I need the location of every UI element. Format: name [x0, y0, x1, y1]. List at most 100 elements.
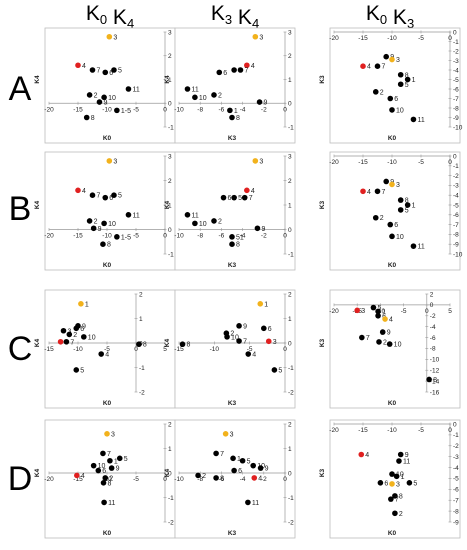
- y-tick-label: -6: [430, 335, 436, 342]
- x-tick-label: -15: [358, 427, 368, 434]
- row-label-d: D: [8, 460, 33, 498]
- x-tick-label: -20: [329, 35, 339, 42]
- data-point-2: [211, 92, 217, 98]
- data-label-2: 2: [73, 332, 77, 339]
- data-label-6: 6: [109, 195, 113, 202]
- data-label-3: 3: [273, 339, 277, 346]
- data-point-6: [220, 194, 227, 201]
- data-label-51: 51: [236, 234, 244, 241]
- data-point-2: [211, 218, 217, 224]
- data-label-5: 5: [247, 458, 251, 465]
- data-label-6: 6: [394, 222, 398, 229]
- data-label-10: 10: [199, 221, 207, 228]
- y-tick-label: -3: [453, 183, 459, 190]
- x-axis-title: K0: [103, 262, 112, 269]
- x-tick-label: -5: [133, 106, 139, 113]
- data-point-3: [252, 158, 259, 164]
- data-label-6: 6: [80, 326, 84, 333]
- data-label-11: 11: [417, 117, 424, 124]
- y-tick-label: -1: [288, 124, 294, 131]
- x-axis-title: K0: [388, 400, 397, 407]
- data-point-8: [392, 493, 398, 499]
- y-tick-label: 2: [430, 291, 434, 298]
- y-tick-label: -1: [168, 124, 174, 131]
- y-axis-title: K3: [319, 338, 326, 347]
- data-label-7: 7: [70, 339, 74, 346]
- x-axis-title: K3: [228, 400, 237, 407]
- data-point-8: [397, 71, 404, 78]
- y-tick-label: -7: [453, 498, 459, 505]
- x-axis-title: K0: [388, 262, 397, 269]
- y-tick-label: -2: [288, 389, 294, 396]
- x-tick-label: -6: [219, 476, 225, 483]
- data-label-11: 11: [132, 87, 139, 94]
- y-axis-title: K4: [34, 338, 41, 347]
- data-point-6: [73, 325, 80, 332]
- data-point-10: [101, 220, 107, 227]
- data-label-8: 8: [236, 242, 240, 249]
- data-point-6: [95, 467, 102, 474]
- y-tick-label: -2: [453, 443, 459, 450]
- data-point-5: [231, 194, 237, 201]
- data-point-9: [257, 465, 264, 471]
- panel-frame: [329, 27, 461, 144]
- data-label-1: 1: [114, 458, 118, 465]
- y-tick-label: -4: [453, 67, 459, 74]
- data-point-4: [251, 475, 258, 481]
- y-axis-title: K4: [34, 468, 41, 477]
- data-label-7: 7: [244, 68, 248, 75]
- y-tick-label: -1: [453, 39, 459, 46]
- x-axis-title: K0: [103, 135, 112, 142]
- data-label-8: 8: [91, 115, 95, 122]
- data-point-11: [184, 86, 191, 92]
- panel-frame: [44, 151, 176, 271]
- data-point-5: [397, 207, 404, 213]
- data-label-6: 6: [268, 326, 272, 333]
- x-tick-label: -15: [174, 346, 184, 353]
- data-label-2: 2: [383, 339, 387, 346]
- y-tick-label: -8: [453, 105, 459, 112]
- y-tick-label: 2: [288, 178, 292, 185]
- data-label-4: 4: [105, 352, 109, 359]
- data-point-1: [404, 202, 411, 208]
- y-axis-title: K4: [34, 75, 41, 84]
- data-label-6: 6: [223, 70, 227, 77]
- y-tick-label: -9: [453, 115, 459, 122]
- data-point-4: [360, 63, 366, 69]
- x-tick-label: -5: [133, 476, 139, 483]
- panel-c-2: -20-15-10-505-16-14-12-10-8-6-4-202K0K33…: [319, 289, 461, 409]
- panel-d-1: -10-8-6-4-20-2-1012K3K43715109628411: [164, 419, 296, 539]
- y-tick-label: 3: [288, 29, 292, 36]
- data-label-1: 1: [264, 301, 268, 308]
- row-label-a: A: [9, 70, 32, 108]
- data-label-1-5: 1-5: [121, 234, 131, 241]
- x-tick-label: -20: [329, 159, 339, 166]
- x-tick-label: -5: [418, 35, 424, 42]
- data-point-1: [78, 301, 84, 307]
- data-point-4: [244, 62, 250, 69]
- data-label-8: 8: [143, 342, 147, 349]
- data-label-6: 6: [109, 70, 113, 77]
- data-point-9: [236, 323, 242, 329]
- panel-frame: [329, 151, 461, 271]
- data-point-11: [396, 458, 402, 464]
- y-axis-title: K4: [34, 200, 41, 209]
- data-label-6: 6: [238, 468, 242, 475]
- data-point-10: [81, 334, 87, 340]
- data-point-1-5: [114, 107, 120, 114]
- data-label-11: 11: [108, 500, 115, 507]
- x-tick-label: -10: [174, 106, 184, 113]
- data-label-1: 1: [412, 77, 416, 84]
- data-label-6: 6: [102, 468, 106, 475]
- data-point-3: [106, 33, 113, 40]
- data-label-4: 4: [82, 188, 86, 195]
- y-tick-label: 3: [288, 153, 292, 160]
- data-point-3: [389, 56, 395, 63]
- data-point-8: [213, 475, 219, 481]
- x-axis-title: K0: [388, 530, 397, 537]
- data-point-5: [231, 67, 237, 73]
- data-point-6: [216, 69, 223, 76]
